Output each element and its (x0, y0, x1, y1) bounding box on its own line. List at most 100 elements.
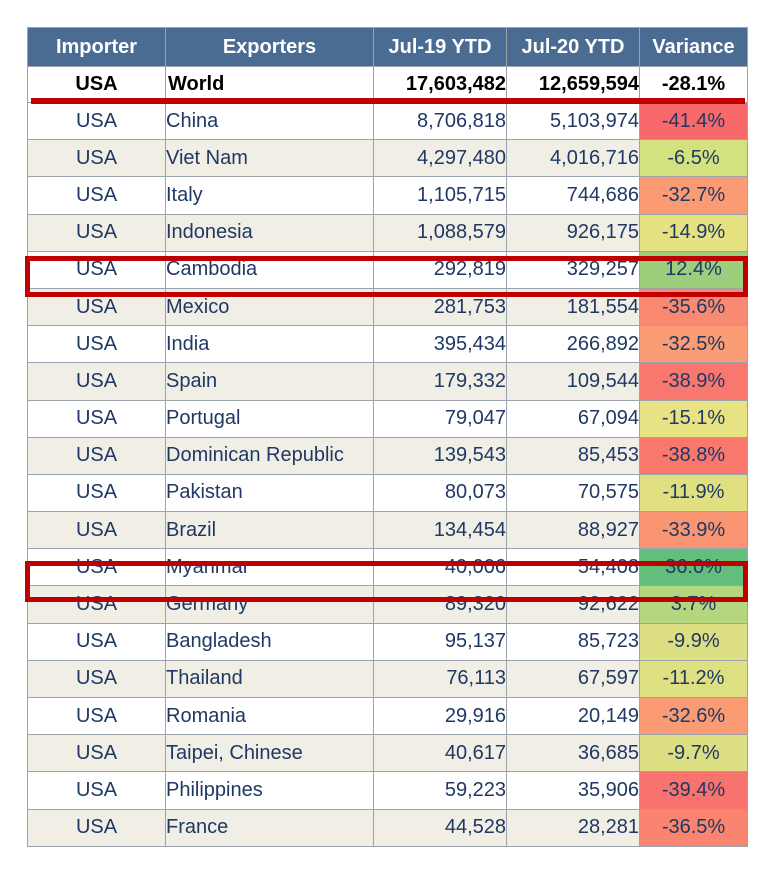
total-importer: USA (27, 66, 166, 103)
exporter-cell: Mexico (165, 287, 374, 327)
total-underline (31, 98, 745, 104)
variance-cell: -35.6% (639, 287, 748, 327)
header-row: Importer Exporters Jul-19 YTD Jul-20 YTD… (27, 27, 748, 67)
variance-cell: 3.7% (639, 585, 748, 624)
exporter-cell: India (165, 325, 374, 364)
table-row: USA Bangladesh 95,137 85,723 -9.9% (27, 622, 748, 661)
exporter-cell: Spain (165, 362, 374, 401)
importer-cell: USA (27, 436, 166, 475)
jul20-cell: 926,175 (506, 213, 640, 252)
exporter-cell: Bangladesh (165, 622, 374, 661)
total-variance: -28.1% (639, 66, 748, 103)
total-row: USA World 17,603,482 12,659,594 -28.1% (27, 66, 748, 103)
variance-cell: -32.6% (639, 696, 748, 736)
table-row: USA Viet Nam 4,297,480 4,016,716 -6.5% (27, 139, 748, 178)
header-importer: Importer (27, 27, 166, 67)
exporter-cell: Cambodia (165, 250, 374, 289)
jul19-cell: 292,819 (373, 250, 507, 289)
table-row: USA Portugal 79,047 67,094 -15.1% (27, 399, 748, 438)
jul19-cell: 40,617 (373, 734, 507, 773)
jul19-cell: 95,137 (373, 622, 507, 661)
jul20-cell: 67,094 (506, 399, 640, 438)
importer-cell: USA (27, 808, 166, 847)
jul20-cell: 85,723 (506, 622, 640, 661)
table-row: USA Cambodia 292,819 329,257 12.4% (27, 250, 748, 289)
table-row: USA Germany 89,320 92,622 3.7% (27, 585, 748, 624)
header-exporters: Exporters (165, 27, 374, 67)
jul20-cell: 54,408 (506, 548, 640, 587)
variance-cell: -32.5% (639, 325, 748, 364)
jul20-cell: 329,257 (506, 250, 640, 289)
exporter-cell: Germany (165, 585, 374, 624)
trade-table: Importer Exporters Jul-19 YTD Jul-20 YTD… (27, 27, 748, 847)
variance-cell: -39.4% (639, 771, 748, 810)
jul20-cell: 36,685 (506, 734, 640, 773)
jul20-cell: 88,927 (506, 511, 640, 550)
importer-cell: USA (27, 548, 166, 587)
variance-cell: -33.9% (639, 511, 748, 550)
importer-cell: USA (27, 696, 166, 736)
importer-cell: USA (27, 771, 166, 810)
jul20-cell: 28,281 (506, 808, 640, 847)
jul19-cell: 395,434 (373, 325, 507, 364)
table-row: USA Romania 29,916 20,149 -32.6% (27, 696, 748, 736)
jul19-cell: 4,297,480 (373, 139, 507, 178)
importer-cell: USA (27, 473, 166, 513)
exporter-cell: Viet Nam (165, 139, 374, 178)
total-jul20: 12,659,594 (506, 66, 640, 103)
table-row: USA Myanmar 40,006 54,408 36.0% (27, 548, 748, 587)
jul19-cell: 44,528 (373, 808, 507, 847)
exporter-cell: France (165, 808, 374, 847)
variance-cell: -38.8% (639, 436, 748, 475)
variance-cell: -38.9% (639, 362, 748, 401)
jul19-cell: 76,113 (373, 659, 507, 699)
importer-cell: USA (27, 622, 166, 661)
jul20-cell: 744,686 (506, 176, 640, 215)
importer-cell: USA (27, 362, 166, 401)
exporter-cell: Philippines (165, 771, 374, 810)
variance-cell: 12.4% (639, 250, 748, 289)
jul19-cell: 179,332 (373, 362, 507, 401)
importer-cell: USA (27, 213, 166, 252)
variance-cell: -6.5% (639, 139, 748, 178)
variance-cell: -14.9% (639, 213, 748, 252)
importer-cell: USA (27, 585, 166, 624)
exporter-cell: Portugal (165, 399, 374, 438)
variance-cell: -36.5% (639, 808, 748, 847)
importer-cell: USA (27, 659, 166, 699)
table-row: USA Philippines 59,223 35,906 -39.4% (27, 771, 748, 810)
table-row: USA Dominican Republic 139,543 85,453 -38.8% (27, 436, 748, 475)
jul20-cell: 67,597 (506, 659, 640, 699)
jul20-cell: 5,103,974 (506, 101, 640, 141)
header-jul19: Jul-19 YTD (373, 27, 507, 67)
variance-cell: -11.2% (639, 659, 748, 699)
variance-cell: -32.7% (639, 176, 748, 215)
exporter-cell: Brazil (165, 511, 374, 550)
variance-cell: -11.9% (639, 473, 748, 513)
header-variance: Variance (639, 27, 748, 67)
exporter-cell: Indonesia (165, 213, 374, 252)
table-row: USA Pakistan 80,073 70,575 -11.9% (27, 473, 748, 513)
table-row: USA Mexico 281,753 181,554 -35.6% (27, 287, 748, 327)
exporter-cell: Thailand (165, 659, 374, 699)
jul20-cell: 4,016,716 (506, 139, 640, 178)
table-row: USA Spain 179,332 109,544 -38.9% (27, 362, 748, 401)
jul20-cell: 181,554 (506, 287, 640, 327)
jul20-cell: 20,149 (506, 696, 640, 736)
importer-cell: USA (27, 250, 166, 289)
importer-cell: USA (27, 287, 166, 327)
jul19-cell: 59,223 (373, 771, 507, 810)
table-row: USA Brazil 134,454 88,927 -33.9% (27, 511, 748, 550)
importer-cell: USA (27, 139, 166, 178)
jul19-cell: 89,320 (373, 585, 507, 624)
table-row: USA Italy 1,105,715 744,686 -32.7% (27, 176, 748, 215)
jul19-cell: 29,916 (373, 696, 507, 736)
table-row: USA France 44,528 28,281 -36.5% (27, 808, 748, 847)
variance-cell: -9.9% (639, 622, 748, 661)
exporter-cell: Dominican Republic (165, 436, 374, 475)
variance-cell: 36.0% (639, 548, 748, 587)
jul19-cell: 80,073 (373, 473, 507, 513)
importer-cell: USA (27, 101, 166, 141)
jul20-cell: 85,453 (506, 436, 640, 475)
exporter-cell: Pakistan (165, 473, 374, 513)
